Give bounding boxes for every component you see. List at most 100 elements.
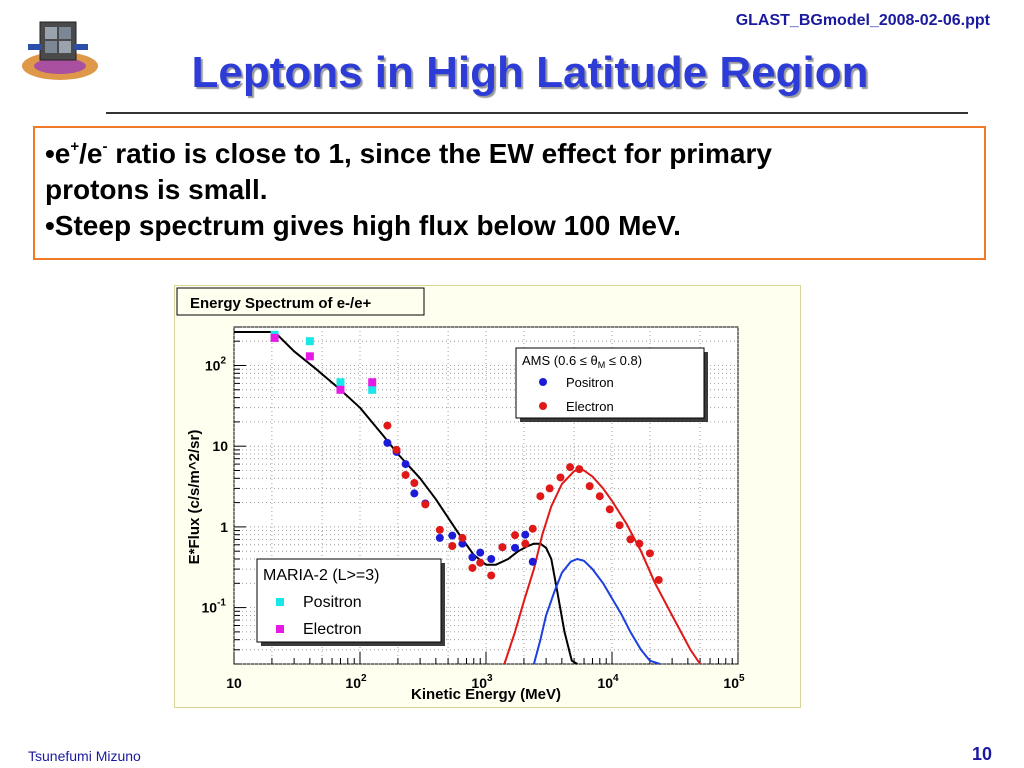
- ams-electron-point: [575, 465, 584, 474]
- ams-electron-point: [487, 571, 496, 580]
- x-tick-label-exponent: 5: [739, 673, 745, 684]
- x-tick-label: 10: [226, 675, 242, 691]
- y-tick-label: 10-1: [202, 598, 227, 616]
- x-tick-label-exponent: 3: [487, 673, 493, 684]
- ams-electron-point: [605, 505, 614, 514]
- ams-legend-marker-electron: [539, 402, 547, 410]
- maria-legend-label-positron: Positron: [303, 594, 362, 611]
- x-tick-label: 105: [723, 673, 745, 691]
- bullet-1-sup-plus: +: [70, 138, 80, 155]
- legends: AMS (0.6 ≤ θM ≤ 0.8) Positron Electron MARI…: [256, 347, 708, 646]
- bullet-1-prefix: •e: [45, 138, 71, 169]
- maria-legend-header: MARIA-2 (L>=3): [263, 567, 379, 584]
- bullet-1-sup-minus: -: [102, 138, 108, 155]
- file-name: GLAST_BGmodel_2008-02-06.ppt: [735, 12, 990, 29]
- maria-electron-point: [270, 333, 279, 342]
- x-axis-label: Kinetic Energy (MeV): [411, 686, 561, 703]
- y-tick-label-base: 1: [220, 519, 228, 535]
- ams-electron-point: [635, 539, 644, 548]
- maria-legend-label-electron: Electron: [303, 621, 362, 638]
- x-tick-labels: 10 102 103 104 105: [226, 673, 745, 691]
- y-tick-label: 1: [220, 519, 228, 535]
- data-points: [270, 330, 663, 584]
- ams-legend-header: AMS (0.6 ≤ θM ≤ 0.8): [522, 353, 642, 370]
- maria-positron-point: [368, 385, 377, 394]
- bullet-1-mid: /e: [79, 138, 103, 169]
- ams-electron-point: [654, 575, 663, 584]
- ams-positron-point: [521, 530, 530, 539]
- y-axis-label: E*Flux (c/s/m^2/sr): [186, 430, 203, 565]
- energy-spectrum-chart: Energy Spectrum of e-/e+ 10 102 103 104 105 …: [174, 285, 801, 708]
- bullet-1: •e+/e- ratio is close to 1, since the EW…: [45, 136, 984, 172]
- ams-positron-point: [435, 533, 444, 542]
- ams-electron-point: [421, 500, 430, 509]
- maria-electron-point: [368, 378, 377, 387]
- ams-positron-point: [528, 557, 537, 566]
- x-tick-label-base: 10: [597, 675, 613, 691]
- bullet-1-line-2: protons is small.: [45, 174, 268, 205]
- y-tick-label: 10: [212, 438, 228, 454]
- positron-model-curve: [532, 558, 661, 665]
- ams-electron-point: [545, 484, 554, 493]
- x-tick-label-base: 10: [471, 675, 487, 691]
- ams-positron-point: [468, 553, 477, 562]
- maria-positron-point: [305, 337, 314, 346]
- chart-title: Energy Spectrum of e-/e+: [190, 295, 372, 312]
- ams-positron-point: [401, 460, 410, 469]
- slide-title: Leptons in High Latitude Region: [191, 48, 869, 97]
- title-divider: [106, 112, 968, 114]
- ams-electron-point: [626, 535, 635, 544]
- ams-electron-point: [476, 558, 485, 567]
- ams-electron-point: [615, 521, 624, 530]
- ams-positron-point: [383, 438, 392, 447]
- ams-electron-point: [566, 463, 575, 472]
- ams-electron-point: [458, 533, 467, 542]
- ams-electron-point: [435, 525, 444, 534]
- y-tick-label-base: 10: [202, 600, 218, 616]
- axis-ticks: [233, 326, 739, 665]
- ams-electron-point: [585, 482, 594, 491]
- x-tick-label-base: 10: [723, 675, 739, 691]
- ams-positron-point: [476, 548, 485, 557]
- ams-electron-point: [521, 539, 530, 548]
- y-tick-label-exponent: 2: [220, 356, 226, 367]
- ams-electron-point: [645, 549, 654, 558]
- maria-electron-point: [336, 385, 345, 394]
- ams-positron-point: [511, 543, 520, 552]
- maria-electron-point: [305, 352, 314, 361]
- ams-electron-point: [595, 492, 604, 501]
- bullet-box: •e+/e- ratio is close to 1, since the EW…: [33, 126, 986, 260]
- satellite-logo: [22, 21, 98, 80]
- y-tick-label-base: 10: [205, 358, 221, 374]
- ams-electron-point: [448, 541, 457, 550]
- bullet-1-rest: ratio is close to 1, since the EW effect…: [107, 138, 772, 169]
- ams-legend-header-text: AMS (0.6 ≤ θ: [522, 353, 598, 368]
- x-tick-label-exponent: 2: [361, 673, 367, 684]
- ams-electron-point: [511, 531, 520, 540]
- ams-electron-point: [556, 473, 565, 482]
- ams-electron-point: [498, 543, 507, 552]
- page-number: 10: [971, 744, 992, 764]
- x-tick-label-exponent: 4: [613, 673, 619, 684]
- electron-model-curve: [503, 468, 701, 665]
- maria-legend-box: [256, 558, 442, 643]
- ams-electron-point: [392, 445, 401, 454]
- ams-electron-point: [383, 421, 392, 430]
- ams-legend-box: [515, 347, 705, 419]
- x-tick-label-base: 10: [345, 675, 361, 691]
- y-tick-label-exponent: -1: [217, 598, 226, 609]
- maria-legend-marker-positron: [276, 598, 284, 606]
- maria-legend-marker-electron: [276, 625, 284, 633]
- ams-electron-point: [410, 478, 419, 487]
- ams-legend-label-positron: Positron: [566, 375, 614, 390]
- ams-legend-label-electron: Electron: [566, 399, 614, 414]
- maria-legend-header-text: MARIA-2 (L>=3): [263, 567, 379, 584]
- chart-title-box: [176, 287, 425, 316]
- y-tick-label: 102: [205, 356, 227, 374]
- x-tick-label: 102: [345, 673, 367, 691]
- ams-positron-point: [487, 555, 496, 564]
- grid-lines: [233, 326, 739, 665]
- ams-positron-point: [410, 489, 419, 498]
- ams-legend-header-suffix: ≤ 0.8): [605, 353, 642, 368]
